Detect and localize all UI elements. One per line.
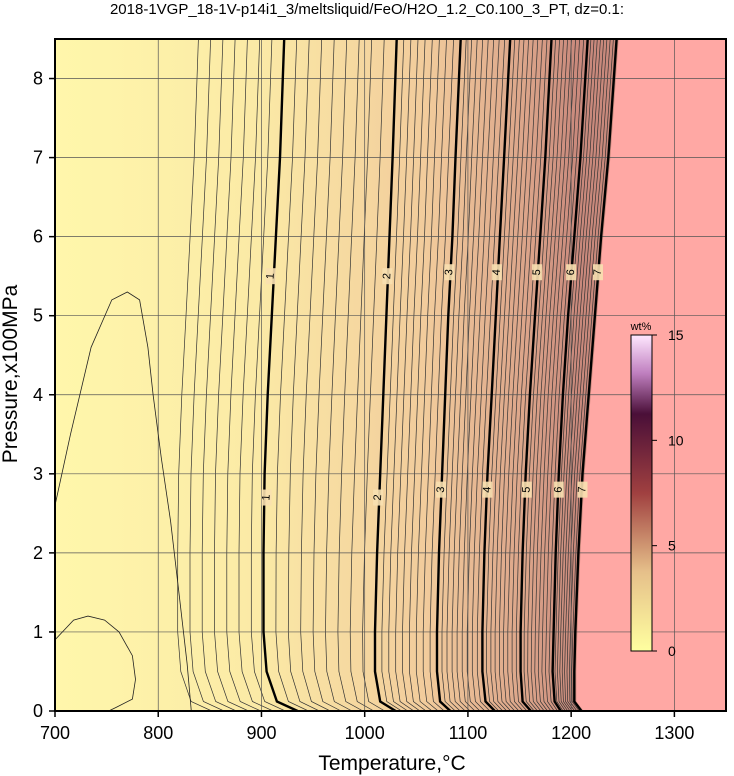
grid [55,39,726,711]
contour-label: 2 [372,494,384,501]
extra-contour-line [55,291,192,711]
colorbar-label: wt% [630,321,652,333]
x-axis-label: Temperature,°C [318,752,465,775]
contour-label-bg [521,481,532,498]
contour-label: 7 [592,269,604,276]
contour-label-bg [532,264,543,281]
contour-label-bg [577,481,588,498]
x-axis: 700 800 900 1000 1100 1200 1300 [40,711,694,743]
contour-label-bg [482,481,493,498]
colorbar-tick-label: 5 [668,538,676,554]
contour-label-bg [444,264,455,281]
major-contour-line [519,39,553,711]
y-axis-label: Pressure,x100MPa [0,284,22,463]
y-tick-label: 0 [33,701,43,721]
contour-label-bg [373,489,384,506]
colorbar-tick-label: 0 [668,643,676,659]
y-tick-label: 7 [33,148,43,168]
contour-label: 7 [576,486,588,493]
contour-label: 1 [265,273,277,280]
contour-label: 4 [481,486,493,493]
contour-label: 1 [260,494,272,501]
extra-contours [55,291,192,711]
y-tick-label: 8 [33,69,43,89]
contour-label-bg [436,481,447,498]
contour-label: 5 [531,269,543,276]
major-contour-line [481,39,512,711]
colorbar-tick-label: 10 [668,432,684,448]
y-tick-label: 2 [33,543,43,563]
contour-label: 6 [553,486,565,493]
colorbar-ticks: 0 5 10 15 [652,327,684,659]
x-tick-label: 900 [246,723,276,743]
major-contour-line [551,39,589,711]
contour-label-bg [553,481,564,498]
contour-label-bg [261,489,272,506]
colorbar: wt% 0 5 10 15 [630,321,684,659]
colorbar-gradient [630,334,653,652]
contour-label: 3 [443,269,455,276]
contour-label: 6 [565,269,577,276]
plot-area: 1 1 2 2 3 3 4 4 5 5 6 6 7 7 [55,39,726,711]
contour-label-bg [491,264,502,281]
chart-title: 2018-1VGP_18-1V-p14i1_3/meltsliquid/FeO/… [110,1,624,18]
x-tick-label: 1100 [449,723,488,743]
major-contour-line [573,39,618,711]
major-contour-line [435,39,462,711]
y-tick-label: 6 [33,227,43,247]
contour-label-bg [592,264,603,281]
extra-contour-line [55,615,136,711]
plot-frame [54,38,727,712]
y-axis: 0 1 2 3 4 5 6 7 8 [33,69,55,721]
x-tick-label: 700 [40,723,70,743]
x-tick-label: 800 [143,723,173,743]
colorbar-tick-label: 15 [668,327,684,343]
contour-label: 3 [435,486,447,493]
major-contour-line [373,39,398,711]
x-tick-label: 1300 [654,723,694,743]
major-contour-line [262,39,299,711]
contour-label: 2 [381,273,393,280]
y-tick-label: 1 [33,622,43,642]
major-contours: 1 1 2 2 3 3 4 4 5 5 6 6 7 7 [260,39,618,711]
contour-label: 5 [521,486,533,493]
contour-label-bg [382,268,393,285]
x-tick-label: 1000 [345,723,385,743]
x-tick-label: 1200 [551,723,591,743]
contour-label-bg [566,264,577,281]
contour-label-bg [265,268,276,285]
y-tick-label: 5 [33,306,43,326]
y-tick-label: 4 [33,385,43,405]
y-tick-label: 3 [33,464,43,484]
contour-label: 4 [491,269,503,276]
